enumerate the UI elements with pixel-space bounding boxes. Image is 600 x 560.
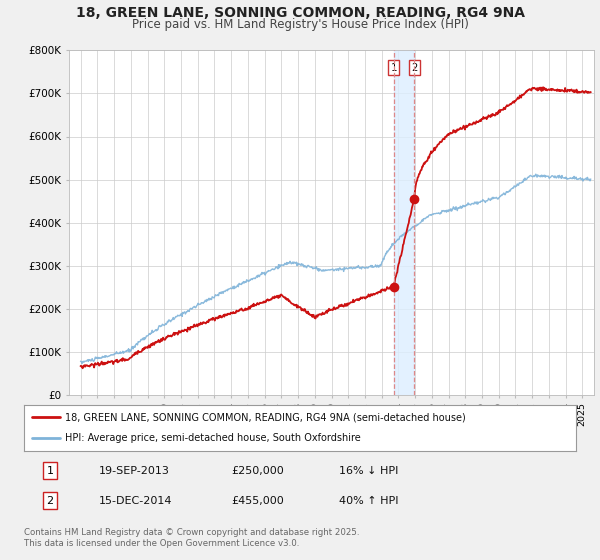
Text: 16% ↓ HPI: 16% ↓ HPI	[338, 465, 398, 475]
Text: £250,000: £250,000	[231, 465, 284, 475]
Text: Price paid vs. HM Land Registry's House Price Index (HPI): Price paid vs. HM Land Registry's House …	[131, 18, 469, 31]
Text: 2: 2	[412, 63, 418, 73]
Text: Contains HM Land Registry data © Crown copyright and database right 2025.
This d: Contains HM Land Registry data © Crown c…	[24, 528, 359, 548]
Text: HPI: Average price, semi-detached house, South Oxfordshire: HPI: Average price, semi-detached house,…	[65, 433, 361, 444]
Text: £455,000: £455,000	[231, 496, 284, 506]
Text: 40% ↑ HPI: 40% ↑ HPI	[338, 496, 398, 506]
Text: 18, GREEN LANE, SONNING COMMON, READING, RG4 9NA: 18, GREEN LANE, SONNING COMMON, READING,…	[76, 6, 524, 20]
Text: 1: 1	[391, 63, 397, 73]
Text: 1: 1	[46, 465, 53, 475]
Text: 15-DEC-2014: 15-DEC-2014	[98, 496, 172, 506]
Text: 19-SEP-2013: 19-SEP-2013	[98, 465, 169, 475]
Bar	[394, 50, 415, 395]
Text: 18, GREEN LANE, SONNING COMMON, READING, RG4 9NA (semi-detached house): 18, GREEN LANE, SONNING COMMON, READING,…	[65, 412, 466, 422]
Text: 2: 2	[46, 496, 53, 506]
